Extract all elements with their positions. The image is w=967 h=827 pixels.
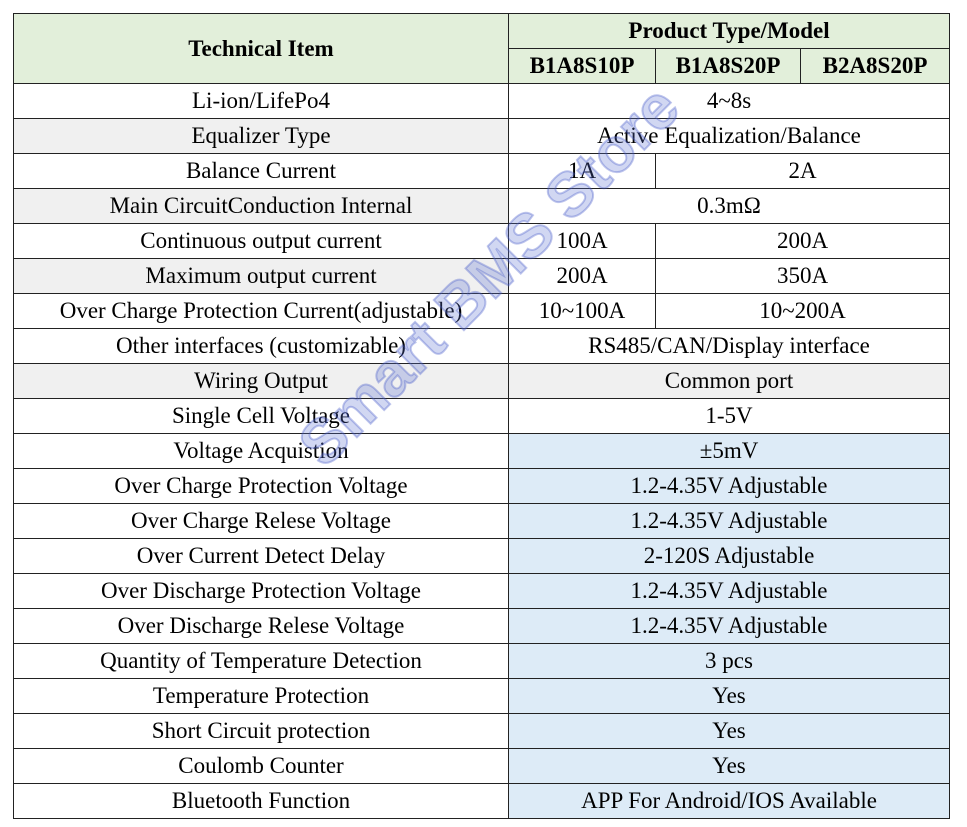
table-row: Wiring Output Common port bbox=[13, 363, 951, 399]
table-row: Maximum output current 200A 350A bbox=[13, 258, 951, 294]
value-cell: 2-120S Adjustable bbox=[507, 538, 951, 574]
item-cell: Over Charge Relese Voltage bbox=[13, 503, 509, 539]
item-cell: Temperature Protection bbox=[13, 678, 509, 714]
table-row: Over Charge Protection Current(adjustabl… bbox=[13, 293, 951, 329]
header-cell: Technical Item bbox=[13, 13, 509, 84]
item-cell: Voltage Acquistion bbox=[13, 433, 509, 469]
model-cell: B1A8S10P bbox=[508, 48, 656, 84]
value-cell: ±5mV bbox=[507, 433, 951, 469]
value-cell: Active Equalization/Balance bbox=[507, 118, 951, 154]
value-cell: 200A bbox=[508, 258, 656, 294]
item-cell: Over Charge Protection Voltage bbox=[13, 468, 509, 504]
item-cell: Over Discharge Relese Voltage bbox=[13, 608, 509, 644]
table-row: Quantity of Temperature Detection 3 pcs bbox=[13, 643, 951, 679]
table-row: Short Circuit protection Yes bbox=[13, 713, 951, 749]
value-cell: Common port bbox=[507, 363, 951, 399]
table-row: Li-ion/LifePo4 4~8s bbox=[13, 83, 951, 119]
model-cell: B1A8S20P bbox=[655, 48, 801, 84]
header-cell: Product Type/Model bbox=[507, 13, 951, 49]
value-cell: 0.3mΩ bbox=[507, 188, 951, 224]
item-cell: Over Discharge Protection Voltage bbox=[13, 573, 509, 609]
table-row: Main CircuitConduction Internal 0.3mΩ bbox=[13, 188, 951, 224]
item-cell: Balance Current bbox=[13, 153, 509, 189]
table-row: Over Discharge Protection Voltage 1.2-4.3… bbox=[13, 573, 951, 609]
table-row: Other interfaces (customizable) RS485/CAN… bbox=[13, 328, 951, 364]
item-cell: Quantity of Temperature Detection bbox=[13, 643, 509, 679]
value-cell: Yes bbox=[507, 748, 951, 784]
item-cell: Other interfaces (customizable) bbox=[13, 328, 509, 364]
value-cell: 200A bbox=[654, 223, 951, 259]
model-cell: B2A8S20P bbox=[799, 48, 951, 84]
value-cell: 1-5V bbox=[507, 398, 951, 434]
value-cell: APP For Android/IOS Available bbox=[507, 783, 951, 819]
table-row: Continuous output current 100A 200A bbox=[13, 223, 951, 259]
item-cell: Over Current Detect Delay bbox=[13, 538, 509, 574]
table-row: Temperature Protection Yes bbox=[13, 678, 951, 714]
spec-table: Technical Item Product Type/Model B1A8S1… bbox=[13, 13, 951, 819]
table-row: Voltage Acquistion ±5mV bbox=[13, 433, 951, 469]
item-cell: Single Cell Voltage bbox=[13, 398, 509, 434]
value-cell: Yes bbox=[507, 678, 951, 714]
table-row: Balance Current 1A 2A bbox=[13, 153, 951, 189]
item-cell: Short Circuit protection bbox=[13, 713, 509, 749]
value-cell: 3 pcs bbox=[507, 643, 951, 679]
item-cell: Continuous output current bbox=[13, 223, 509, 259]
value-cell: 100A bbox=[508, 223, 656, 259]
value-cell: 1.2-4.35V Adjustable bbox=[507, 573, 951, 609]
value-cell: 10~100A bbox=[508, 293, 656, 329]
table-row: Over Charge Relese Voltage 1.2-4.35V Adju… bbox=[13, 503, 951, 539]
table-body: Li-ion/LifePo4 4~8s Equalizer Type Active E… bbox=[13, 83, 951, 819]
table-row: Over Discharge Relese Voltage 1.2-4.35V A… bbox=[13, 608, 951, 644]
table-row: Equalizer Type Active Equalization/Balanc… bbox=[13, 118, 951, 154]
value-cell: 1.2-4.35V Adjustable bbox=[507, 503, 951, 539]
value-cell: 1.2-4.35V Adjustable bbox=[507, 468, 951, 504]
value-cell: 2A bbox=[654, 153, 951, 189]
value-cell: 4~8s bbox=[507, 83, 951, 119]
table-row: Bluetooth Function APP For Android/IOS Av… bbox=[13, 783, 951, 819]
table-row: Over Current Detect Delay 2-120S Adjustab… bbox=[13, 538, 951, 574]
header-row: B1A8S10P B1A8S20P B2A8S20P bbox=[14, 48, 951, 84]
item-cell: Bluetooth Function bbox=[13, 783, 509, 819]
value-cell: 1.2-4.35V Adjustable bbox=[507, 608, 951, 644]
table-row: Single Cell Voltage 1-5V bbox=[13, 398, 951, 434]
item-cell: Main CircuitConduction Internal bbox=[13, 188, 509, 224]
item-cell: Li-ion/LifePo4 bbox=[13, 83, 509, 119]
value-cell: Yes bbox=[507, 713, 951, 749]
item-cell: Maximum output current bbox=[13, 258, 509, 294]
value-cell: 10~200A bbox=[654, 293, 951, 329]
item-cell: Over Charge Protection Current(adjustabl… bbox=[13, 293, 509, 329]
item-cell: Wiring Output bbox=[13, 363, 509, 399]
value-cell: 350A bbox=[654, 258, 951, 294]
table-row: Coulomb Counter Yes bbox=[13, 748, 951, 784]
table-row: Over Charge Protection Voltage 1.2-4.35V … bbox=[13, 468, 951, 504]
value-cell: RS485/CAN/Display interface bbox=[507, 328, 951, 364]
value-cell: 1A bbox=[508, 153, 656, 189]
header-row: Technical Item Product Type/Model bbox=[13, 13, 951, 84]
item-cell: Equalizer Type bbox=[13, 118, 509, 154]
item-cell: Coulomb Counter bbox=[13, 748, 509, 784]
